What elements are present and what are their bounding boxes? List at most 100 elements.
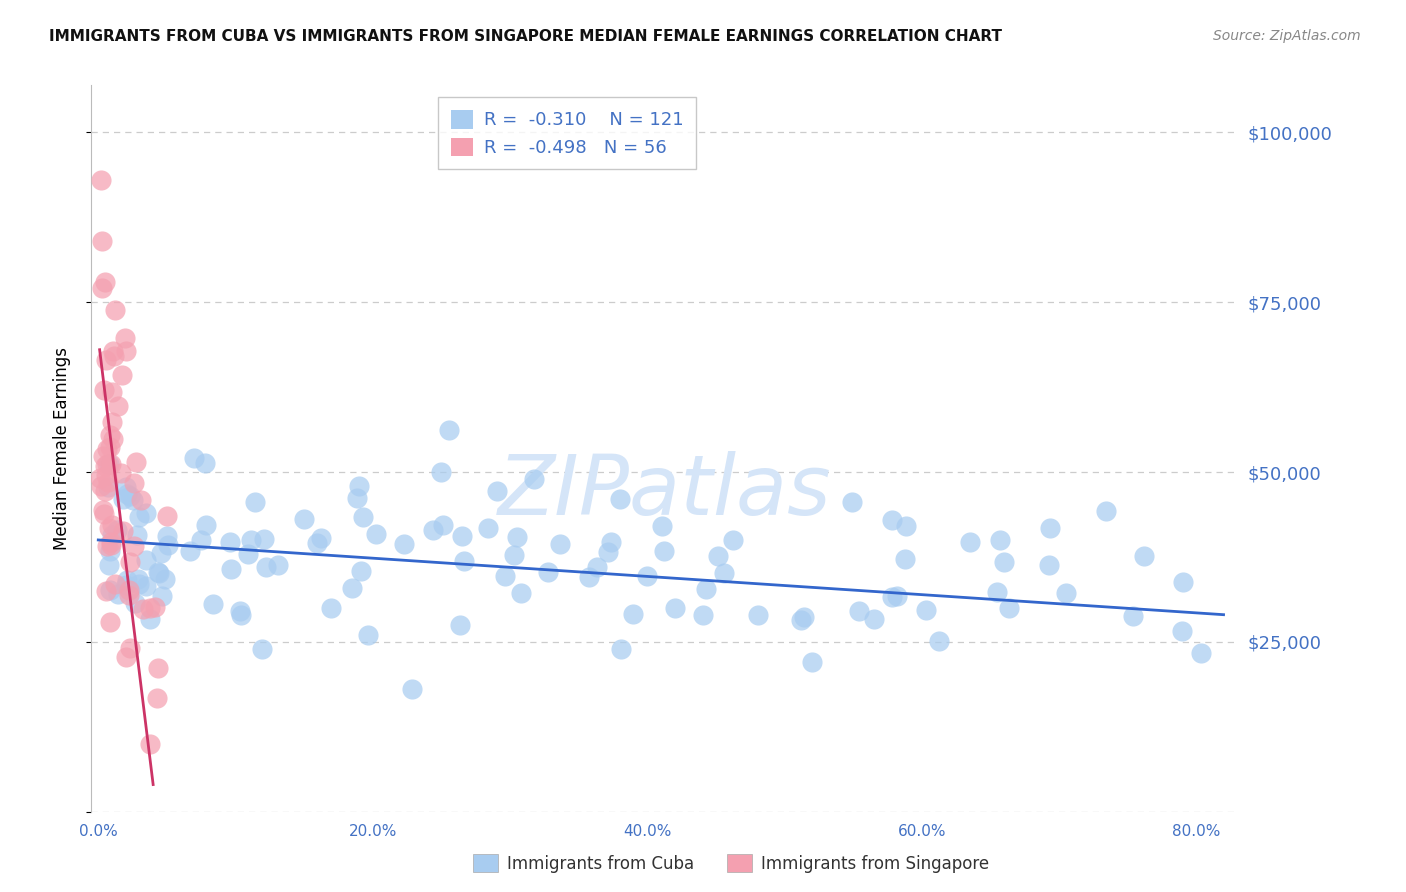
- Point: [96, 442, 118, 456]
- Point: [352, 510, 374, 524]
- Point: [713, 566, 735, 580]
- Point: [101, 384, 124, 399]
- Point: [150, 546, 173, 560]
- Point: [537, 565, 560, 579]
- Point: [453, 554, 475, 568]
- Point: [652, 544, 675, 558]
- Text: ZIPatlas: ZIPatlas: [498, 451, 831, 533]
- Point: [131, 602, 153, 616]
- Point: [238, 547, 260, 561]
- Point: [90, 173, 112, 187]
- Point: [1171, 624, 1194, 638]
- Point: [107, 586, 129, 600]
- Point: [98, 543, 121, 558]
- Point: [848, 604, 870, 618]
- Point: [138, 612, 160, 626]
- Point: [111, 368, 134, 382]
- Point: [128, 509, 150, 524]
- Point: [506, 530, 529, 544]
- Point: [695, 582, 717, 596]
- Point: [510, 586, 533, 600]
- Point: [97, 479, 120, 493]
- Point: [988, 533, 1011, 548]
- Point: [101, 432, 124, 446]
- Point: [523, 472, 546, 486]
- Point: [97, 475, 120, 489]
- Point: [129, 493, 152, 508]
- Point: [111, 524, 134, 539]
- Point: [1054, 585, 1077, 599]
- Point: [115, 343, 138, 358]
- Point: [115, 577, 138, 591]
- Point: [115, 574, 138, 588]
- Point: [342, 582, 364, 596]
- Point: [115, 649, 138, 664]
- Point: [240, 533, 263, 548]
- Point: [1038, 558, 1060, 573]
- Point: [98, 521, 121, 535]
- Point: [100, 535, 122, 549]
- Point: [1094, 504, 1116, 518]
- Point: [94, 353, 117, 368]
- Point: [319, 600, 342, 615]
- Point: [104, 577, 127, 591]
- Point: [103, 349, 125, 363]
- Point: [894, 518, 917, 533]
- Point: [596, 544, 619, 558]
- Point: [112, 491, 135, 506]
- Point: [790, 613, 813, 627]
- Point: [97, 558, 120, 573]
- Point: [89, 470, 111, 484]
- Point: [347, 478, 370, 492]
- Point: [585, 560, 607, 574]
- Point: [229, 607, 252, 622]
- Point: [100, 528, 122, 542]
- Text: IMMIGRANTS FROM CUBA VS IMMIGRANTS FROM SINGAPORE MEDIAN FEMALE EARNINGS CORRELA: IMMIGRANTS FROM CUBA VS IMMIGRANTS FROM …: [49, 29, 1002, 44]
- Point: [125, 528, 148, 542]
- Point: [841, 495, 863, 509]
- Point: [138, 600, 160, 615]
- Point: [243, 495, 266, 509]
- Point: [793, 610, 815, 624]
- Point: [882, 513, 904, 527]
- Point: [636, 568, 658, 582]
- Point: [993, 555, 1015, 569]
- Point: [104, 303, 127, 318]
- Point: [449, 618, 471, 632]
- Point: [1173, 575, 1195, 590]
- Point: [98, 440, 121, 454]
- Point: [401, 682, 423, 697]
- Point: [121, 493, 143, 508]
- Point: [253, 532, 276, 546]
- Point: [801, 655, 824, 669]
- Point: [150, 590, 173, 604]
- Point: [179, 544, 201, 558]
- Point: [96, 539, 118, 553]
- Point: [621, 607, 644, 621]
- Point: [122, 539, 145, 553]
- Point: [986, 585, 1008, 599]
- Point: [267, 558, 290, 573]
- Point: [135, 553, 157, 567]
- Point: [886, 589, 908, 603]
- Point: [610, 641, 633, 656]
- Point: [218, 534, 240, 549]
- Point: [146, 691, 169, 706]
- Point: [98, 458, 121, 472]
- Point: [118, 641, 141, 656]
- Point: [309, 531, 332, 545]
- Point: [98, 582, 121, 597]
- Point: [148, 565, 170, 579]
- Point: [1122, 608, 1144, 623]
- Point: [651, 519, 673, 533]
- Point: [135, 506, 157, 520]
- Point: [157, 538, 180, 552]
- Point: [93, 384, 115, 398]
- Point: [94, 467, 117, 482]
- Point: [190, 533, 212, 547]
- Point: [609, 492, 631, 507]
- Point: [127, 572, 149, 586]
- Point: [432, 518, 454, 533]
- Point: [692, 608, 714, 623]
- Point: [894, 552, 917, 566]
